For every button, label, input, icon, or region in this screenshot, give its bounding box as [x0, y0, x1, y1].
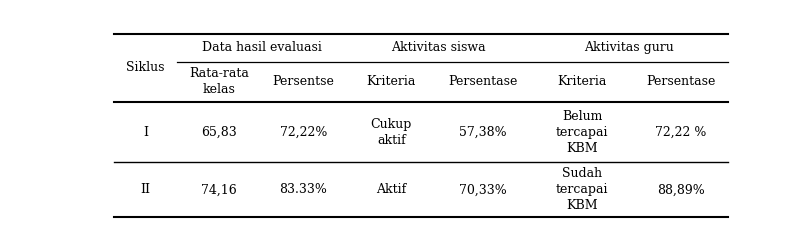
Text: 74,16: 74,16 — [200, 183, 236, 196]
Text: Persentase: Persentase — [646, 75, 714, 88]
Text: Kriteria: Kriteria — [367, 75, 415, 88]
Text: Aktif: Aktif — [375, 183, 406, 196]
Text: I: I — [143, 126, 148, 139]
Text: 83.33%: 83.33% — [279, 183, 327, 196]
Text: Data hasil evaluasi: Data hasil evaluasi — [202, 41, 321, 54]
Text: Persentse: Persentse — [272, 75, 334, 88]
Text: 57,38%: 57,38% — [459, 126, 506, 139]
Text: Persentase: Persentase — [448, 75, 517, 88]
Text: Siklus: Siklus — [127, 61, 165, 74]
Text: Rata-rata
kelas: Rata-rata kelas — [189, 67, 248, 96]
Text: II: II — [140, 183, 151, 196]
Text: Sudah
tercapai
KBM: Sudah tercapai KBM — [555, 167, 607, 212]
Text: Cukup
aktif: Cukup aktif — [371, 118, 411, 147]
Text: Belum
tercapai
KBM: Belum tercapai KBM — [555, 110, 607, 155]
Text: 65,83: 65,83 — [200, 126, 236, 139]
Text: Kriteria: Kriteria — [556, 75, 606, 88]
Text: Aktivitas siswa: Aktivitas siswa — [390, 41, 485, 54]
Text: 70,33%: 70,33% — [459, 183, 506, 196]
Text: 88,89%: 88,89% — [656, 183, 704, 196]
Text: Aktivitas guru: Aktivitas guru — [583, 41, 673, 54]
Text: 72,22%: 72,22% — [279, 126, 327, 139]
Text: 72,22 %: 72,22 % — [654, 126, 706, 139]
